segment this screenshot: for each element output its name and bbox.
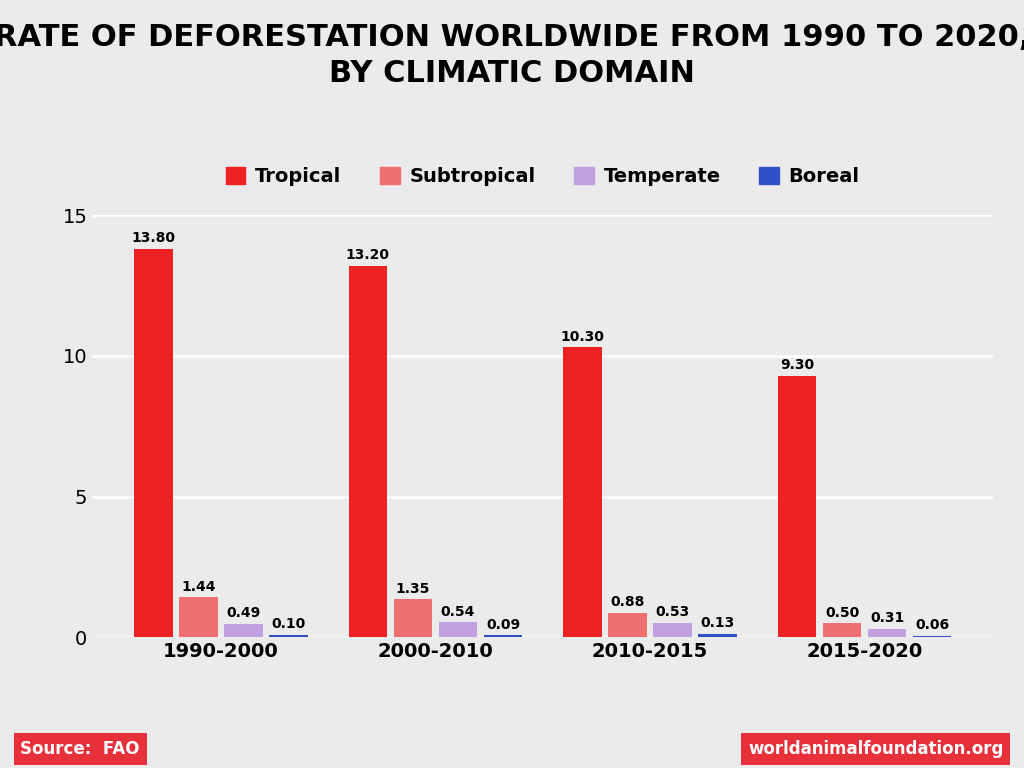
Text: 13.20: 13.20 [346, 248, 390, 263]
Bar [483, 635, 522, 637]
Bar [867, 629, 906, 637]
Bar [134, 249, 173, 637]
Text: 0.09: 0.09 [486, 617, 520, 631]
Bar [698, 634, 737, 637]
Text: RATE OF DEFORESTATION WORLDWIDE FROM 1990 TO 2020,
BY CLIMATIC DOMAIN: RATE OF DEFORESTATION WORLDWIDE FROM 199… [0, 23, 1024, 88]
Bar [563, 347, 602, 637]
Text: 0.88: 0.88 [610, 595, 645, 609]
Text: 0.53: 0.53 [655, 605, 689, 619]
Text: 9.30: 9.30 [780, 358, 814, 372]
Text: 0.10: 0.10 [271, 617, 305, 631]
Text: 0.06: 0.06 [915, 618, 949, 632]
Text: 0.13: 0.13 [700, 617, 734, 631]
Text: 13.80: 13.80 [131, 231, 175, 246]
Legend: Tropical, Subtropical, Temperate, Boreal: Tropical, Subtropical, Temperate, Boreal [226, 167, 859, 187]
Bar [269, 634, 308, 637]
Text: Source:  FAO: Source: FAO [20, 740, 140, 758]
Bar [393, 599, 432, 637]
Text: 0.49: 0.49 [226, 606, 260, 621]
Bar [179, 597, 218, 637]
Text: worldanimalfoundation.org: worldanimalfoundation.org [749, 740, 1004, 758]
Bar [822, 624, 861, 637]
Bar [653, 623, 692, 637]
Text: 0.50: 0.50 [825, 606, 859, 620]
Bar [608, 613, 647, 637]
Bar [224, 624, 263, 637]
Bar [348, 266, 387, 637]
Text: 0.31: 0.31 [870, 611, 904, 625]
Text: 1.35: 1.35 [395, 582, 430, 596]
Bar [438, 622, 477, 637]
Text: 1.44: 1.44 [181, 580, 216, 594]
Text: 10.30: 10.30 [560, 330, 604, 344]
Bar [777, 376, 816, 637]
Text: 0.54: 0.54 [440, 605, 475, 619]
Bar [912, 636, 951, 637]
